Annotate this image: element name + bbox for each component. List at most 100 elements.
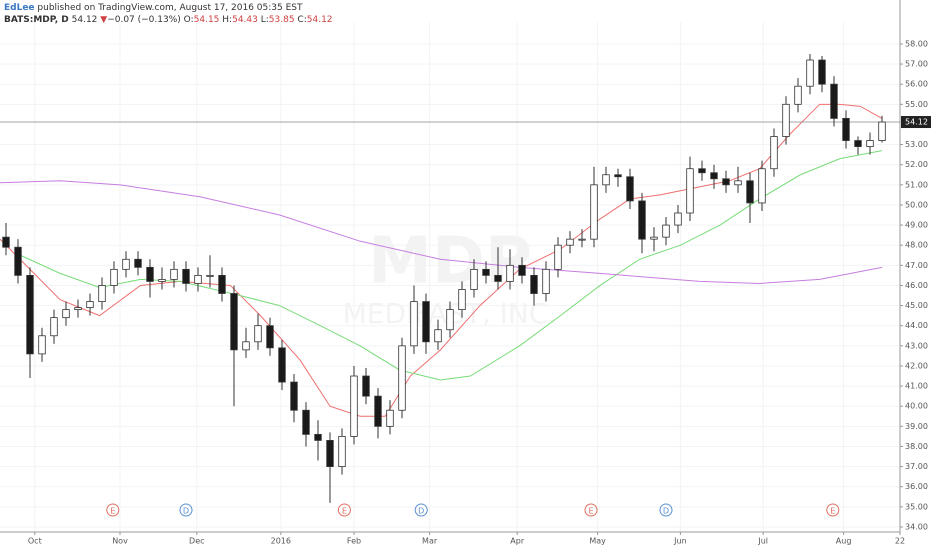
candle-body: [590, 184, 598, 240]
c: 54.12: [306, 15, 333, 25]
candle-body: [422, 301, 430, 343]
y-tick-label: 35.00: [905, 502, 928, 511]
y-tick-label: 55.00: [905, 100, 928, 109]
candle-body: [62, 309, 70, 319]
candle-body: [830, 83, 838, 119]
x-tick-label: Aug: [836, 537, 852, 546]
candle-body: [350, 375, 358, 437]
event-marker: [659, 503, 673, 517]
event-label: D: [183, 507, 189, 516]
header: EdLee published on TradingView.com, Augu…: [4, 2, 333, 26]
x-tick-label: Dec: [189, 537, 204, 546]
candle-body: [626, 176, 634, 202]
candle-body: [374, 395, 382, 427]
quote-line: BATS:MDP, D 54.12 ▼−0.07 (−0.13%) O:54.1…: [4, 14, 333, 26]
event-label: D: [663, 507, 669, 516]
candle-body: [206, 274, 214, 277]
x-tick-label: Nov: [112, 537, 128, 546]
candle-body: [158, 279, 166, 282]
candle-body: [134, 258, 142, 268]
candle-body: [458, 289, 466, 311]
author[interactable]: EdLee: [4, 3, 35, 13]
candle-body: [662, 224, 670, 238]
candle-body: [866, 140, 874, 147]
candle-body: [146, 266, 154, 282]
candle-body: [854, 140, 862, 147]
candle-body: [758, 168, 766, 204]
ma-line: [0, 180, 883, 284]
candle-body: [710, 172, 718, 180]
y-tick-label: 56.00: [905, 80, 928, 89]
candle-body: [434, 329, 442, 343]
l-label: L:: [260, 15, 269, 25]
y-tick-label: 50.00: [905, 200, 928, 209]
candle-body: [326, 440, 334, 467]
event-marker: [337, 503, 351, 517]
publish-line: EdLee published on TradingView.com, Augu…: [4, 2, 333, 14]
candle-body: [806, 59, 814, 87]
watermark: MDP: [368, 225, 532, 299]
o-label: O:: [183, 15, 194, 25]
y-tick-label: 37.00: [905, 462, 928, 471]
candle-body: [74, 307, 82, 311]
candle-body: [398, 345, 406, 411]
candle-body: [554, 244, 562, 270]
candle-body: [482, 268, 490, 276]
candle-body: [566, 238, 574, 246]
candle-body: [506, 264, 514, 282]
candle-body: [578, 238, 586, 241]
y-tick-label: 58.00: [905, 39, 928, 48]
candle-body: [290, 381, 298, 411]
x-tick-label: 22: [895, 537, 905, 546]
event-label: E: [342, 507, 347, 516]
candle-body: [410, 301, 418, 347]
candle-body: [266, 325, 274, 349]
candle-body: [674, 212, 682, 226]
y-tick-label: 38.00: [905, 442, 928, 451]
candle-body: [338, 436, 346, 467]
candle-body: [386, 409, 394, 427]
candle-body: [278, 347, 286, 383]
x-tick-label: 2016: [271, 537, 291, 546]
y-tick-label: 51.00: [905, 180, 928, 189]
x-tick-label: Apr: [510, 537, 525, 546]
y-tick-label: 52.00: [905, 160, 928, 169]
l: 53.85: [268, 15, 295, 25]
c-label: C:: [297, 15, 307, 25]
y-tick-label: 36.00: [905, 482, 928, 491]
x-tick-label: May: [589, 537, 606, 546]
candle-body: [530, 274, 538, 294]
candle-body: [98, 285, 106, 302]
change: −0.07 (−0.13%): [107, 15, 181, 25]
x-tick-label: Jun: [673, 537, 687, 546]
event-marker: [179, 503, 193, 517]
candle-body: [878, 121, 886, 141]
y-tick-label: 48.00: [905, 241, 928, 250]
candle-body: [818, 59, 826, 85]
candle-body: [518, 264, 526, 276]
candle-body: [686, 168, 694, 214]
x-tick-label: Jul: [757, 537, 768, 546]
candle-body: [794, 85, 802, 105]
y-tick-label: 42.00: [905, 361, 928, 370]
candle-body: [218, 274, 226, 294]
y-tick-label: 41.00: [905, 382, 928, 391]
candle-body: [614, 174, 622, 178]
candle-body: [446, 309, 454, 331]
y-tick-label: 39.00: [905, 422, 928, 431]
candle-body: [770, 136, 778, 170]
candle-body: [254, 325, 262, 343]
y-tick-label: 57.00: [905, 60, 928, 69]
candle-body: [542, 268, 550, 294]
candle-body: [242, 341, 250, 351]
candle-body: [782, 103, 790, 137]
o: 54.15: [193, 15, 220, 25]
y-tick-label: 53.00: [905, 140, 928, 149]
h: 54.43: [232, 15, 258, 25]
x-tick-label: Mar: [422, 537, 438, 546]
candle-body: [494, 274, 502, 282]
arrow: ▼: [100, 15, 108, 25]
candle-body: [698, 168, 706, 174]
